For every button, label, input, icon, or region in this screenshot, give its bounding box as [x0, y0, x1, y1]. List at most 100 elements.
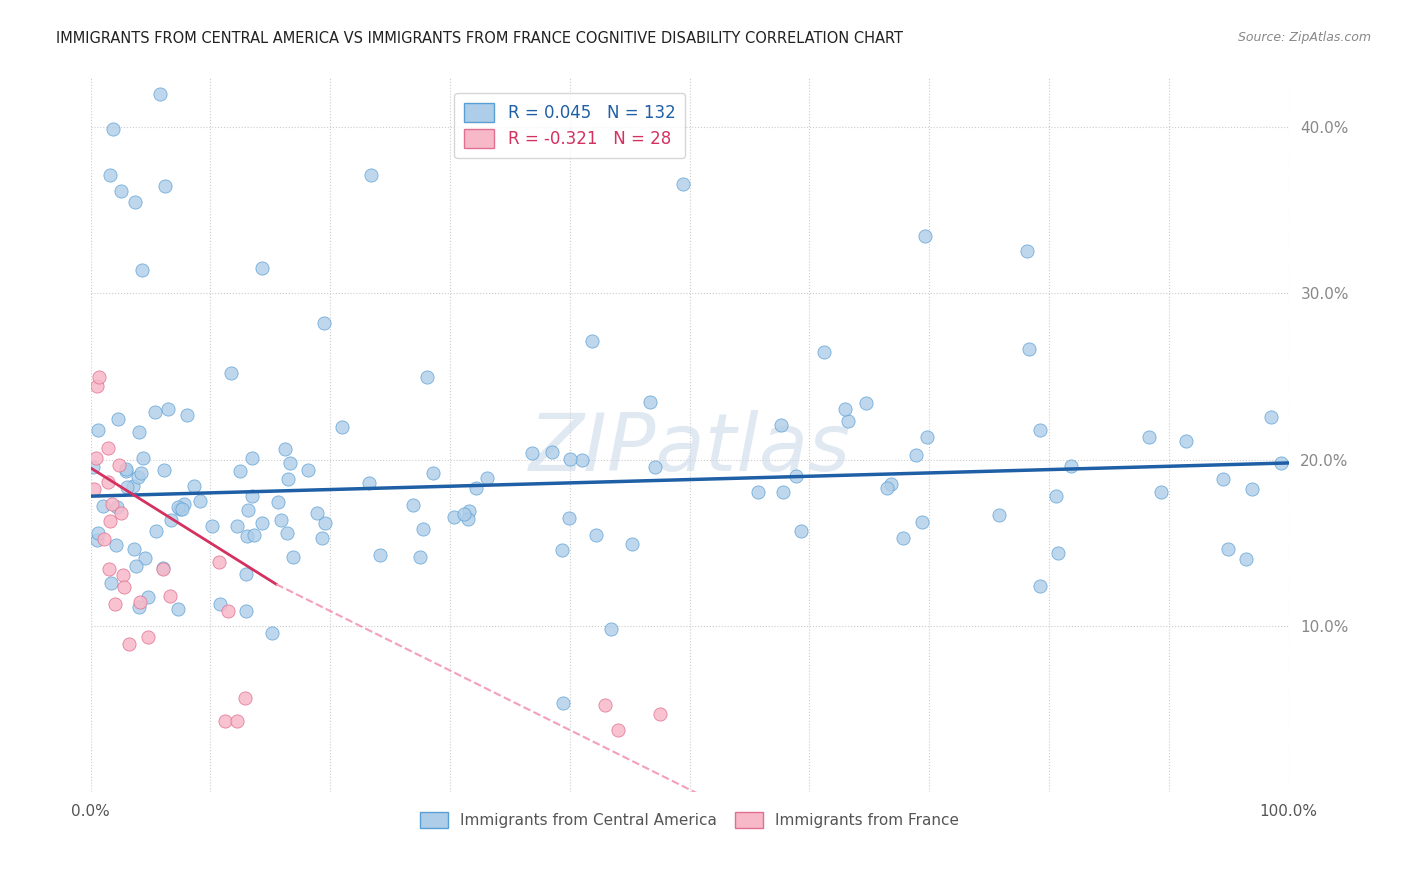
Point: [217, 604, 239, 618]
Point: [1234, 552, 1257, 566]
Point: [125, 558, 148, 573]
Point: [93, 532, 115, 546]
Point: [606, 723, 628, 738]
Point: [233, 690, 256, 705]
Point: [228, 464, 250, 478]
Point: [235, 567, 257, 582]
Point: [914, 229, 936, 244]
Point: [1270, 456, 1292, 470]
Point: [557, 511, 579, 525]
Point: [311, 531, 333, 545]
Point: [789, 524, 811, 539]
Point: [129, 595, 152, 609]
Point: [208, 555, 231, 569]
Point: [107, 458, 129, 473]
Point: [1260, 410, 1282, 425]
Point: [101, 497, 124, 511]
Point: [132, 451, 155, 466]
Point: [127, 470, 149, 484]
Point: [1028, 579, 1050, 593]
Point: [475, 471, 498, 485]
Point: [152, 562, 174, 576]
Point: [236, 503, 259, 517]
Point: [121, 479, 143, 493]
Point: [136, 590, 159, 604]
Point: [571, 453, 593, 467]
Point: [1060, 458, 1083, 473]
Point: [134, 551, 156, 566]
Point: [904, 448, 927, 462]
Point: [585, 528, 607, 542]
Point: [644, 459, 666, 474]
Point: [553, 696, 575, 710]
Point: [422, 466, 444, 480]
Point: [368, 549, 391, 563]
Point: [1045, 489, 1067, 503]
Point: [138, 630, 160, 644]
Point: [281, 549, 304, 564]
Text: ZIPatlas: ZIPatlas: [529, 410, 851, 488]
Point: [86, 423, 108, 437]
Point: [581, 334, 603, 348]
Point: [457, 512, 479, 526]
Point: [360, 169, 382, 183]
Point: [855, 396, 877, 410]
Point: [876, 481, 898, 495]
Point: [104, 597, 127, 611]
Point: [209, 598, 232, 612]
Point: [145, 524, 167, 538]
Point: [917, 430, 939, 444]
Point: [600, 622, 623, 636]
Point: [86, 533, 108, 547]
Point: [402, 499, 425, 513]
Point: [155, 178, 177, 193]
Point: [226, 714, 249, 728]
Point: [1240, 482, 1263, 496]
Point: [169, 502, 191, 516]
Point: [453, 507, 475, 521]
Text: Source: ZipAtlas.com: Source: ZipAtlas.com: [1237, 31, 1371, 45]
Point: [1150, 485, 1173, 500]
Point: [671, 177, 693, 191]
Point: [250, 516, 273, 531]
Point: [359, 475, 381, 490]
Point: [115, 462, 138, 476]
Point: [97, 475, 120, 490]
Point: [183, 478, 205, 492]
Point: [166, 500, 188, 514]
Point: [650, 706, 672, 721]
Point: [250, 260, 273, 275]
Point: [747, 484, 769, 499]
Point: [100, 576, 122, 591]
Point: [152, 560, 174, 574]
Point: [97, 441, 120, 455]
Point: [772, 485, 794, 500]
Point: [270, 513, 292, 527]
Point: [621, 536, 644, 550]
Point: [305, 506, 328, 520]
Point: [314, 516, 336, 531]
Point: [260, 626, 283, 640]
Point: [834, 402, 856, 417]
Point: [1216, 542, 1239, 557]
Point: [332, 420, 354, 434]
Point: [128, 425, 150, 440]
Point: [911, 515, 934, 529]
Point: [160, 513, 183, 527]
Point: [122, 541, 145, 556]
Point: [243, 527, 266, 541]
Point: [240, 451, 263, 466]
Point: [128, 600, 150, 615]
Point: [1047, 546, 1070, 560]
Point: [1017, 244, 1039, 259]
Point: [638, 395, 661, 409]
Point: [87, 526, 110, 541]
Point: [1029, 423, 1052, 437]
Point: [114, 465, 136, 479]
Point: [1137, 429, 1160, 443]
Point: [813, 345, 835, 359]
Point: [837, 414, 859, 428]
Point: [105, 500, 128, 515]
Point: [84, 450, 107, 465]
Point: [87, 370, 110, 384]
